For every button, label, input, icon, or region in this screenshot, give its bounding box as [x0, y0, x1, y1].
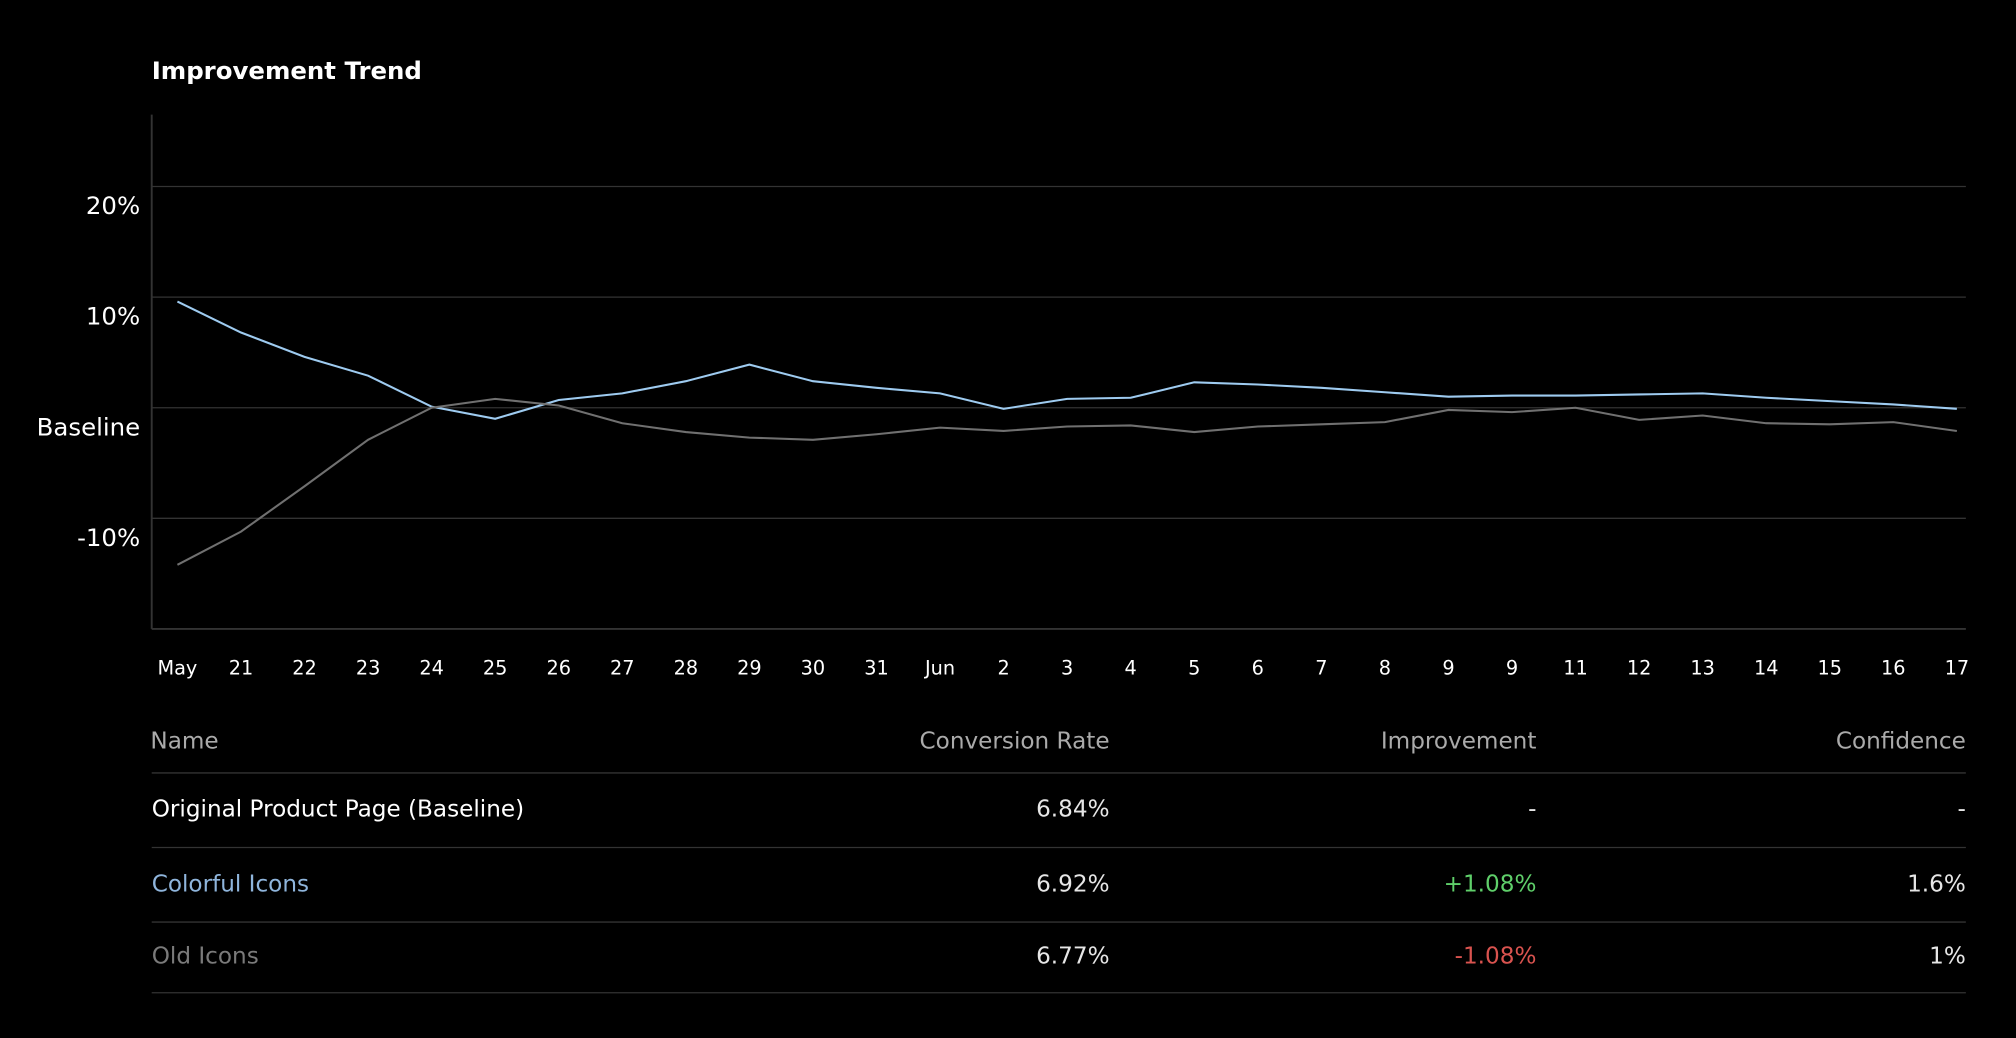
x-tick-label: 25	[483, 656, 508, 679]
x-tick-label: 17	[1945, 656, 1970, 679]
x-tick-label: Jun	[924, 656, 955, 679]
table-cell: 6.92%	[1036, 871, 1109, 897]
x-tick-label: 3	[1061, 656, 1073, 679]
x-tick-label: 24	[419, 656, 444, 679]
series-line	[176, 300, 1957, 420]
x-tick-label: 29	[737, 656, 762, 679]
table-cell: Original Product Page (Baseline)	[152, 797, 524, 823]
x-tick-label: 8	[1379, 656, 1391, 679]
table-cell: -	[1957, 797, 1965, 823]
table-cell: 1%	[1929, 943, 1966, 969]
x-tick-label: 15	[1817, 656, 1842, 679]
x-tick-label: 5	[1188, 656, 1200, 679]
x-tick-label: May	[158, 656, 198, 679]
x-tick-label: 2	[997, 656, 1009, 679]
table-header: Confidence	[1836, 729, 1966, 755]
x-tick-label: 9	[1506, 656, 1518, 679]
table-header: Improvement	[1381, 729, 1537, 755]
x-tick-label: 30	[801, 656, 826, 679]
table-cell: -	[1528, 797, 1536, 823]
x-tick-label: 12	[1627, 656, 1652, 679]
table-header: Name	[150, 729, 218, 755]
y-tick-label: 10%	[86, 302, 140, 331]
table-cell: 1.6%	[1907, 871, 1966, 897]
x-tick-label: 26	[546, 656, 571, 679]
x-tick-label: 22	[292, 656, 317, 679]
table-cell: +1.08%	[1444, 871, 1537, 897]
x-tick-label: 11	[1563, 656, 1588, 679]
x-tick-label: 31	[864, 656, 889, 679]
table-cell: -1.08%	[1455, 943, 1537, 969]
y-tick-label: Baseline	[37, 412, 140, 441]
table-cell: Colorful Icons	[152, 871, 309, 897]
x-tick-label: 9	[1442, 656, 1454, 679]
x-tick-label: 6	[1252, 656, 1264, 679]
x-tick-label: 27	[610, 656, 635, 679]
x-tick-label: 13	[1690, 656, 1715, 679]
x-tick-label: 28	[674, 656, 699, 679]
x-tick-label: 23	[356, 656, 381, 679]
table-header: Conversion Rate	[920, 729, 1110, 755]
table-cell: 6.77%	[1036, 943, 1109, 969]
series-line	[176, 397, 1957, 566]
x-tick-label: 7	[1315, 656, 1327, 679]
x-tick-label: 21	[229, 656, 254, 679]
y-tick-label: 20%	[86, 191, 140, 220]
x-tick-label: 16	[1881, 656, 1906, 679]
chart-title: Improvement Trend	[152, 56, 422, 85]
y-tick-label: -10%	[77, 523, 140, 552]
x-tick-label: 14	[1754, 656, 1779, 679]
table-cell: 6.84%	[1036, 797, 1109, 823]
table-cell: Old Icons	[152, 943, 259, 969]
x-tick-label: 4	[1125, 656, 1137, 679]
